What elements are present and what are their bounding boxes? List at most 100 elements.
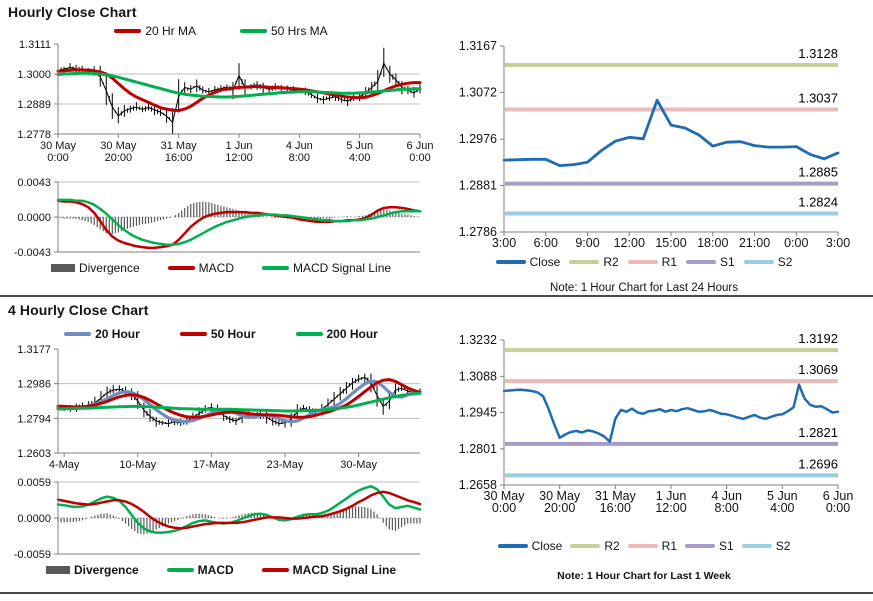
x-tick-label: 20:00 xyxy=(544,501,575,515)
legend-item-50-hour: 50 Hour xyxy=(179,327,256,341)
x-tick-label: 30-May xyxy=(340,459,377,471)
level-label-r1: 1.3037 xyxy=(798,90,838,105)
x-tick-label: 4:00 xyxy=(349,152,370,164)
x-tick-label: 23-May xyxy=(267,459,304,471)
four-hourly-macd-legend: Divergence MACD MACD Signal Line xyxy=(6,563,436,577)
legend-label: S1 xyxy=(720,255,735,269)
legend-swatch-icon xyxy=(50,264,75,272)
legend-label: R2 xyxy=(603,255,619,269)
legend-swatch-icon xyxy=(569,260,600,264)
legend-label: 50 Hrs MA xyxy=(271,24,328,38)
four-hourly-macd-chart: 0.0059 0.0000 -0.0059 xyxy=(14,477,422,561)
legend-swatch-icon xyxy=(179,332,207,336)
legend-item-divergence: Divergence xyxy=(50,261,140,275)
legend-swatch-icon xyxy=(686,260,716,264)
legend-item-s2: S2 xyxy=(743,255,793,269)
bottom-divider xyxy=(0,592,873,594)
x-tick-label: 6:00 xyxy=(534,236,558,250)
x-tick-label: 4 Jun xyxy=(286,140,313,152)
x-tick-label: 30 May xyxy=(40,140,77,152)
legend-label: MACD Signal Line xyxy=(292,563,397,577)
x-tick-label: 30 May xyxy=(539,489,581,503)
x-tick-label: 0:00 xyxy=(47,152,68,164)
legend-swatch-icon xyxy=(45,566,70,574)
x-tick-label: 30 May xyxy=(100,140,137,152)
legend-item-r1: R1 xyxy=(627,255,677,269)
legend-label: S1 xyxy=(719,539,734,553)
legend-swatch-icon xyxy=(570,544,601,548)
legend-item-macd: MACD xyxy=(167,261,234,275)
y-tick-label: 1.3167 xyxy=(459,39,497,53)
legend-item-200-hour: 200 Hour xyxy=(295,327,378,341)
x-tick-label: 3:00 xyxy=(492,236,516,250)
x-tick-label: 12:00 xyxy=(225,152,253,164)
x-tick-label: 16:00 xyxy=(165,152,193,164)
hourly-macd-chart: 0.0043 0.0000 -0.0043 xyxy=(14,177,422,259)
y-tick-label: 1.2881 xyxy=(459,179,497,193)
y-tick-label: 1.3232 xyxy=(459,333,497,347)
four-hourly-price-legend: 20 Hour 50 Hour 200 Hour xyxy=(6,327,436,341)
legend-label: Divergence xyxy=(78,261,140,275)
level-label-s2: 1.2696 xyxy=(798,456,838,471)
legend-swatch-icon xyxy=(685,544,715,548)
legend-label: R2 xyxy=(604,539,620,553)
x-tick-label: 31 May xyxy=(595,489,637,503)
legend-label: MACD Signal Line xyxy=(293,261,392,275)
level-label-s1: 1.2885 xyxy=(798,165,838,180)
legend-label: R1 xyxy=(661,255,677,269)
level-label-r1: 1.3069 xyxy=(798,362,838,377)
legend-item-macd: MACD xyxy=(166,563,234,577)
legend-label: 50 Hour xyxy=(210,327,256,341)
legend-item-macd-signal-line: MACD Signal Line xyxy=(261,563,397,577)
legend-swatch-icon xyxy=(114,29,142,33)
legend-swatch-icon xyxy=(261,568,289,572)
legend-label: 20 Hour xyxy=(95,327,140,341)
y-tick-label: 1.3177 xyxy=(17,344,51,356)
legend-swatch-icon xyxy=(627,544,658,548)
legend-label: S2 xyxy=(777,255,793,269)
x-tick-label: 6 Jun xyxy=(407,140,434,152)
legend-swatch-icon xyxy=(497,544,528,548)
legend-label: Close xyxy=(531,539,563,553)
y-tick-label: 1.2603 xyxy=(17,448,51,460)
legend-swatch-icon xyxy=(741,544,772,548)
legend-item-50-hrs-ma: 50 Hrs MA xyxy=(240,24,328,38)
y-tick-label: 1.2889 xyxy=(17,99,51,111)
four-hourly-close-chart-title: 4 Hourly Close Chart xyxy=(8,302,149,318)
x-tick-label: 5 Jun xyxy=(346,140,373,152)
legend-label: 20 Hr MA xyxy=(145,24,196,38)
legend-label: MACD xyxy=(197,563,234,577)
x-tick-label: 9:00 xyxy=(575,236,599,250)
x-tick-label: 8:00 xyxy=(715,501,739,515)
legend-label: Close xyxy=(529,255,561,269)
x-tick-label: 16:00 xyxy=(600,501,631,515)
y-tick-label: 1.2945 xyxy=(459,406,497,420)
x-tick-label: 31 May xyxy=(161,140,198,152)
y-tick-label: 1.3111 xyxy=(19,39,51,51)
hourly-close-chart-title: Hourly Close Chart xyxy=(8,4,137,20)
legend-item-close: Close xyxy=(495,255,561,269)
y-tick-label: 1.3088 xyxy=(459,369,497,383)
x-tick-label: 0:00 xyxy=(409,152,430,164)
weekly-support-resistance-chart: 1.3192 1.3069 1.2821 1.2696 1.3232 1.3088 1.29… xyxy=(459,331,854,515)
legend-label: Divergence xyxy=(73,563,139,577)
legend-swatch-icon xyxy=(495,260,526,264)
x-tick-label: 5 Jun xyxy=(767,489,798,503)
hourly-sr-note: Note: 1 Hour Chart for Last 24 Hours xyxy=(550,282,738,294)
x-tick-label: 0:00 xyxy=(784,236,808,250)
y-tick-label: 1.2658 xyxy=(459,478,497,492)
x-tick-label: 21:00 xyxy=(739,236,770,250)
x-tick-label: 18:00 xyxy=(697,236,728,250)
y-tick-label: 1.3072 xyxy=(459,85,497,99)
legend-item-r2: R2 xyxy=(570,539,620,553)
legend-item-r1: R1 xyxy=(627,539,677,553)
x-tick-label: 0:00 xyxy=(826,501,850,515)
legend-label: R1 xyxy=(661,539,677,553)
legend-item-20-hr-ma: 20 Hr MA xyxy=(114,24,196,38)
legend-swatch-icon xyxy=(64,332,92,336)
weekly-sr-note: Note: 1 Hour Chart for Last 1 Week xyxy=(557,570,731,582)
x-tick-label: 6 Jun xyxy=(823,489,854,503)
legend-swatch-icon xyxy=(262,266,289,270)
